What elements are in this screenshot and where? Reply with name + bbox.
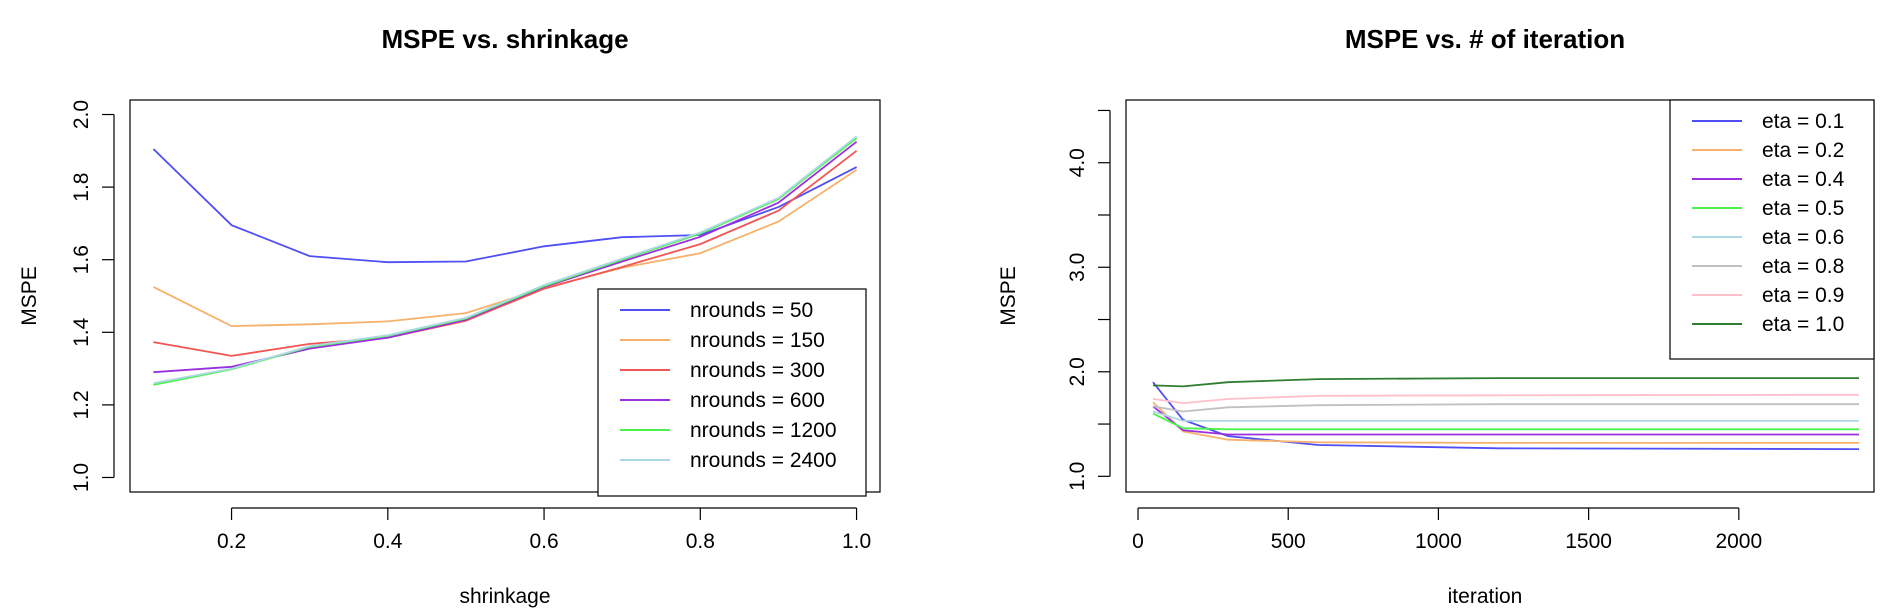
series-line-4	[1152, 410, 1859, 422]
y-tick-label: 1.8	[70, 173, 93, 202]
chart-title: MSPE vs. shrinkage	[381, 24, 628, 54]
y-tick-label: 1.0	[70, 463, 93, 492]
series-line-0	[152, 148, 858, 264]
x-tick-label: 500	[1271, 530, 1306, 553]
y-tick-label: 1.4	[70, 317, 93, 347]
legend-label: nrounds = 600	[690, 389, 825, 412]
legend-box	[597, 288, 867, 497]
legend-label: eta = 1.0	[1762, 313, 1844, 336]
legend-label: eta = 0.9	[1762, 284, 1844, 307]
legend-label: nrounds = 150	[690, 329, 825, 352]
series-line-1	[1152, 401, 1859, 444]
legend-label: eta = 0.5	[1762, 197, 1844, 220]
x-tick-label: 1000	[1415, 530, 1462, 553]
y-tick-label: 1.6	[70, 245, 93, 274]
series-line-3	[1152, 412, 1859, 431]
y-tick-label: 1.2	[70, 390, 93, 419]
legend-label: nrounds = 300	[690, 359, 825, 382]
legend-label: eta = 0.2	[1762, 139, 1844, 162]
legend-label: eta = 0.8	[1762, 255, 1844, 278]
x-tick-label: 1500	[1565, 530, 1612, 553]
shrinkage-chart: MSPE vs. shrinkage shrinkage MSPE 0.2 0.4 0.6…	[18, 24, 881, 608]
legend-label: eta = 0.4	[1762, 168, 1845, 191]
x-axis-label: iteration	[1448, 585, 1523, 608]
legend-label: eta = 0.6	[1762, 226, 1844, 249]
y-tick-label: 3.0	[1066, 253, 1089, 282]
y-axis-label: MSPE	[997, 266, 1020, 326]
plot-frame	[129, 99, 881, 493]
x-tick-label: 0.8	[686, 530, 715, 553]
y-tick-label: 2.0	[1066, 357, 1089, 386]
y-tick-label: 4.0	[1066, 148, 1089, 177]
x-tick-label: 0.2	[217, 530, 246, 553]
series-line-5	[1152, 403, 1859, 413]
legend-label: eta = 0.1	[1762, 110, 1844, 133]
y-axis-label: MSPE	[18, 266, 41, 326]
legend-label: nrounds = 1200	[690, 419, 837, 442]
x-tick-label: 1.0	[842, 530, 871, 553]
x-tick-label: 2000	[1715, 530, 1762, 553]
x-tick-label: 0.4	[373, 530, 403, 553]
series-line-6	[1152, 393, 1860, 405]
series-line-0	[1152, 381, 1860, 451]
legend-box	[1669, 99, 1875, 360]
series-line-2	[153, 150, 858, 357]
x-axis-label: shrinkage	[459, 585, 550, 608]
chart-title: MSPE vs. # of iteration	[1345, 24, 1625, 54]
y-tick-label: 1.0	[1066, 462, 1089, 491]
x-tick-label: 0.6	[529, 530, 558, 553]
x-tick-label: 0	[1132, 530, 1144, 553]
legend-label: nrounds = 50	[690, 299, 813, 322]
legend-label: nrounds = 2400	[690, 449, 837, 472]
iteration-chart: MSPE vs. # of iteration iteration MSPE 0 500…	[997, 24, 1875, 608]
series-line-7	[1152, 377, 1859, 388]
y-tick-label: 2.0	[70, 100, 93, 129]
series-line-5	[153, 135, 858, 384]
